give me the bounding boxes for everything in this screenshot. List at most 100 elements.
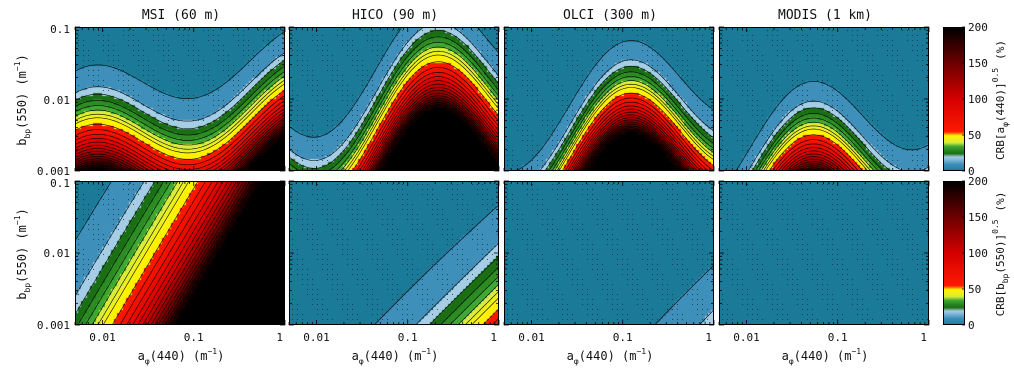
contour-160 <box>374 97 499 171</box>
contour-180 <box>582 127 685 171</box>
x-tick-labels: 0.01 0.1 1 0.01 0.1 1 0.01 0.1 1 0.01 0.1 1 <box>89 331 927 344</box>
y-tick-label-bottom-1: 0.01 <box>44 247 71 260</box>
contour-80 <box>75 99 285 170</box>
contour-180 <box>75 128 285 171</box>
contour-70 <box>772 139 859 171</box>
heatmap-field <box>289 181 499 325</box>
colorbar-label-bottom: CRB[bbp(550)]0.5 (%) <box>991 192 1010 317</box>
contour-60 <box>768 134 864 171</box>
y-axis-label-subscript: bp <box>23 283 32 293</box>
contour-140 <box>371 92 499 171</box>
x-axis-label-modis: aφ(440) (m−1) <box>782 347 869 366</box>
x-tick-label: 0.01 <box>303 331 330 344</box>
contour-100 <box>137 181 224 325</box>
y-axis-label-exp: −1 <box>13 215 22 225</box>
contour-90 <box>132 181 219 325</box>
y-axis-label-subscript: bp <box>23 129 32 139</box>
colorbar-tick-label: 0 <box>968 165 975 178</box>
y-axis-label-bottom: bbp(550) (m−1) <box>13 208 32 300</box>
panel-bottom-msi <box>75 181 285 325</box>
contour-190 <box>377 104 499 171</box>
colorbar-tick-label: 200 <box>968 175 988 188</box>
contour-45 <box>762 125 872 171</box>
x-axis-label-subscript: φ <box>574 357 579 366</box>
contour-20 <box>75 181 145 297</box>
x-axis-label-rest: (440) (m <box>364 349 422 363</box>
contour-10 <box>75 31 285 99</box>
contour-150 <box>158 181 245 325</box>
x-axis-label-subscript: φ <box>359 357 364 366</box>
x-axis-label-quantity: a <box>782 349 789 363</box>
contour-lines <box>514 40 714 171</box>
y-axis-label-quantity: b <box>15 139 29 146</box>
contour-25 <box>751 107 891 171</box>
contour-200 <box>81 134 285 171</box>
contour-170 <box>581 125 686 171</box>
x-tick-label: 0.01 <box>733 331 760 344</box>
stipple-overlay <box>722 184 928 325</box>
contour-60 <box>111 181 199 325</box>
panel-bottom-modis <box>719 181 929 325</box>
contour-30 <box>75 65 285 136</box>
axis-ticks <box>503 180 715 326</box>
contour-80 <box>567 101 709 171</box>
contour-50 <box>558 87 714 171</box>
contour-130 <box>75 117 285 171</box>
contour-100 <box>75 107 285 171</box>
contour-120 <box>75 114 285 171</box>
contour-30 <box>289 36 499 171</box>
contour-110 <box>142 181 229 325</box>
contour-45 <box>97 181 185 325</box>
panel-top-olci <box>504 27 714 171</box>
contour-30 <box>548 71 714 171</box>
y-tick-label-bottom-2: 0.001 <box>37 319 70 332</box>
stipple-overlay <box>507 30 713 171</box>
x-tick-label: 0.01 <box>518 331 545 344</box>
contour-50 <box>102 181 190 325</box>
column-title-olci: OLCI (300 m) <box>563 8 657 23</box>
colorbar-tick-label: 150 <box>968 211 988 224</box>
colorbar-label-sub: bp <box>1001 273 1010 283</box>
colorbar-tick-label: 150 <box>968 57 988 70</box>
contour-20 <box>289 27 499 161</box>
contour-20 <box>539 59 714 171</box>
contour-90 <box>569 105 705 171</box>
contour-35 <box>289 41 499 171</box>
colorbar-label-unit: (%) <box>994 40 1007 60</box>
panel-top-hico <box>289 27 499 171</box>
x-axis-label-exp: −1 <box>207 347 217 356</box>
axis-ticks <box>718 180 930 326</box>
contour-110 <box>366 83 499 171</box>
y-axis-label-top: bbp(550) (m−1) <box>13 54 32 146</box>
stipple-overlay <box>722 30 928 171</box>
x-axis-label-rest: (440) (m <box>579 349 637 363</box>
colorbar-tick-label: 50 <box>968 129 981 142</box>
contour-25 <box>289 30 499 169</box>
heatmap-field <box>504 181 714 325</box>
colorbar-label-pre: CRB[a <box>994 127 1007 160</box>
x-axis-label-exp: −1 <box>636 347 646 356</box>
contour-120 <box>368 87 499 171</box>
stipple-overlay <box>292 30 498 161</box>
heatmap-field <box>75 181 285 325</box>
y-tick-label-top-1: 0.01 <box>44 94 71 107</box>
contour-140 <box>577 119 692 171</box>
contour-70 <box>119 181 206 325</box>
contour-10 <box>514 40 714 171</box>
x-axis-label-exp: −1 <box>851 347 861 356</box>
contour-80 <box>775 143 856 171</box>
colorbar-label-sup: 0.5 <box>991 68 1000 83</box>
y-axis-label-close: ) <box>15 54 29 61</box>
panel-top-modis <box>719 27 929 171</box>
y-tick-label-bottom-0: 0.1 <box>50 177 70 190</box>
colorbar-gradient <box>943 27 965 171</box>
contour-30 <box>77 181 165 325</box>
colorbar-tick-label: 100 <box>968 93 988 106</box>
contour-25 <box>75 181 156 315</box>
contour-150 <box>579 121 690 171</box>
axis-ticks <box>288 180 500 326</box>
x-tick-label: 0.1 <box>613 331 633 344</box>
contour-50 <box>764 128 869 171</box>
x-axis-label-quantity: a <box>567 349 574 363</box>
y-tick-label-top-0: 0.1 <box>50 23 70 36</box>
